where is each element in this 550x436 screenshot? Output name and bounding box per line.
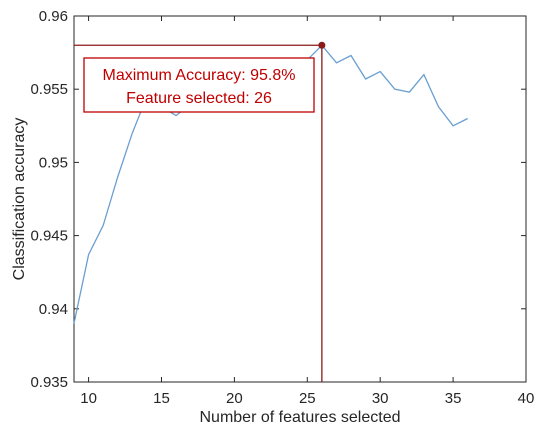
- x-tick-label: 30: [372, 390, 389, 407]
- y-tick-label: 0.95: [39, 154, 68, 171]
- x-axis: 10 15 20 25 30 35 40: [80, 16, 534, 407]
- x-axis-label: Number of features selected: [200, 409, 401, 426]
- x-tick-label: 20: [226, 390, 243, 407]
- y-tick-label: 0.96: [39, 8, 68, 25]
- y-tick-label: 0.935: [30, 374, 68, 391]
- annotation-max-accuracy: Maximum Accuracy: 95.8%: [103, 67, 296, 84]
- x-tick-label: 35: [445, 390, 462, 407]
- annotation-box: [83, 57, 315, 113]
- y-tick-label: 0.955: [30, 81, 68, 98]
- x-tick-label: 40: [518, 390, 535, 407]
- annotation-feature-selected: Feature selected: 26: [126, 90, 272, 107]
- max-accuracy-point: [318, 41, 326, 49]
- x-tick-label: 10: [80, 390, 97, 407]
- y-tick-label: 0.945: [30, 228, 68, 245]
- x-tick-label: 15: [153, 390, 170, 407]
- y-axis: 0.935 0.94 0.945 0.95 0.955 0.96: [30, 8, 526, 391]
- y-axis-label: Classification accuracy: [11, 118, 28, 281]
- x-tick-label: 25: [299, 390, 316, 407]
- y-tick-label: 0.94: [39, 301, 68, 318]
